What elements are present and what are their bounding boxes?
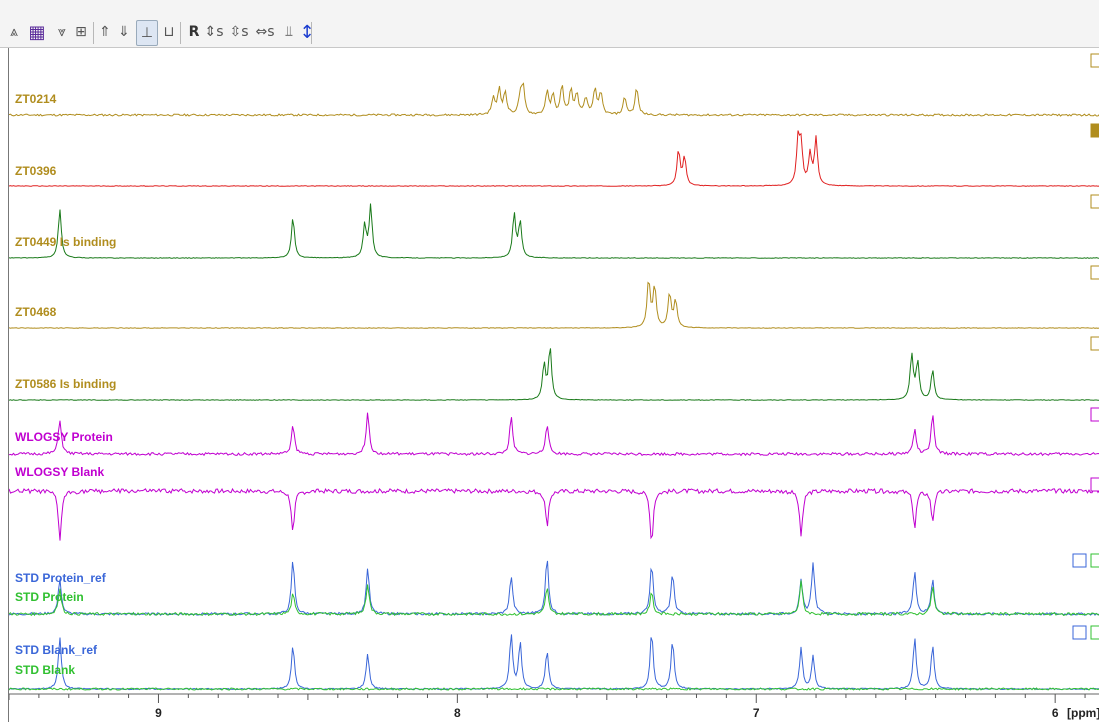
spectrum-label: WLOGSY Blank — [15, 465, 104, 479]
trace-select-checkbox[interactable] — [1090, 123, 1099, 138]
spectrum-trace[interactable] — [9, 560, 1099, 616]
axis-unit-label: [ppm] — [1067, 706, 1099, 720]
shift-vertical-icon[interactable]: ⇳s — [229, 24, 249, 40]
spectrum-trace[interactable] — [9, 412, 1099, 457]
spectrum-label: ZT0468 — [15, 305, 57, 319]
spectrum-label: ZT0586 Is binding — [15, 377, 116, 391]
spectrum-label: WLOGSY Protein — [15, 430, 113, 444]
axis-tick-label: 9 — [155, 706, 162, 720]
spectrum-trace[interactable] — [9, 687, 1099, 691]
stack-up-icon[interactable]: ⩓ — [10, 24, 18, 40]
spectrum-label: ZT0449 Is binding — [15, 235, 116, 249]
spectrum-label: STD Blank_ref — [15, 643, 98, 657]
spectrum-trace[interactable] — [9, 203, 1099, 259]
trace-select-checkbox[interactable] — [1090, 553, 1099, 568]
spectrum-trace[interactable] — [9, 487, 1099, 541]
axis-tick-label: 7 — [753, 706, 760, 720]
scale-vertical-icon[interactable]: ⇕s — [204, 24, 224, 40]
vertical-range-icon[interactable]: ↕ — [299, 21, 315, 43]
spectrum-label: STD Blank — [15, 663, 75, 677]
trace-select-checkbox[interactable] — [1090, 265, 1099, 280]
toolbar-separator — [311, 22, 312, 44]
axis-tick-label: 8 — [454, 706, 461, 720]
peaks-icon[interactable]: ⫫ — [285, 24, 293, 40]
scale-horizontal-icon[interactable]: ⇔s — [255, 24, 275, 40]
move-up-icon[interactable]: ⇑ — [99, 24, 111, 40]
spectrum-trace[interactable] — [9, 82, 1099, 117]
spectrum-label: STD Protein_ref — [15, 571, 107, 585]
trace-select-checkbox[interactable] — [1090, 477, 1099, 492]
spectrum-trace[interactable] — [9, 634, 1099, 691]
stack-down-icon[interactable]: ⩔ — [58, 24, 66, 40]
trace-select-checkbox[interactable] — [1090, 625, 1099, 640]
spectrum-label: STD Protein — [15, 590, 84, 604]
color-grid-icon[interactable]: ▦ — [28, 21, 46, 43]
spectrum-label: ZT0214 — [15, 92, 57, 106]
overlay-arrange-icon[interactable]: ⊞ — [75, 24, 87, 40]
spectrum-label: ZT0396 — [15, 164, 57, 178]
baseline-icon[interactable]: ⊔ — [163, 24, 175, 40]
trace-select-checkbox[interactable] — [1090, 407, 1099, 422]
trace-select-checkbox[interactable] — [1090, 53, 1099, 68]
trace-select-checkbox[interactable] — [1090, 336, 1099, 351]
trace-select-checkbox[interactable] — [1090, 194, 1099, 209]
spectrum-trace[interactable] — [9, 580, 1099, 617]
trace-select-checkbox[interactable] — [1072, 625, 1087, 640]
move-down-icon[interactable]: ⇓ — [118, 24, 130, 40]
spectrum-trace[interactable] — [9, 281, 1099, 329]
trace-select-checkbox[interactable] — [1072, 553, 1087, 568]
spectrum-trace[interactable] — [9, 348, 1099, 401]
axis-tick-label: 6 — [1052, 706, 1059, 720]
toolbar-separator — [180, 22, 181, 44]
reset-icon[interactable]: R — [188, 24, 200, 40]
spectra-stack-plot[interactable]: ZT0214 ZT0396 ZT0449 Is binding ZT0468 ZT058… — [9, 48, 1099, 722]
toolbar-separator — [93, 22, 94, 44]
spectrum-toolbar: ⩓ ▦ ⩔ ⊞ ⇑ ⇓ ⊥ ⊔ R ⇕s ⇳s ⇔s ⫫ ↕ — [0, 0, 1099, 48]
spectrum-trace[interactable] — [9, 130, 1099, 187]
spectrum-plot-area[interactable]: ZT0214 ZT0396 ZT0449 Is binding ZT0468 ZT058… — [8, 48, 1099, 722]
multiple-display-icon[interactable]: ⊥ — [136, 20, 158, 46]
